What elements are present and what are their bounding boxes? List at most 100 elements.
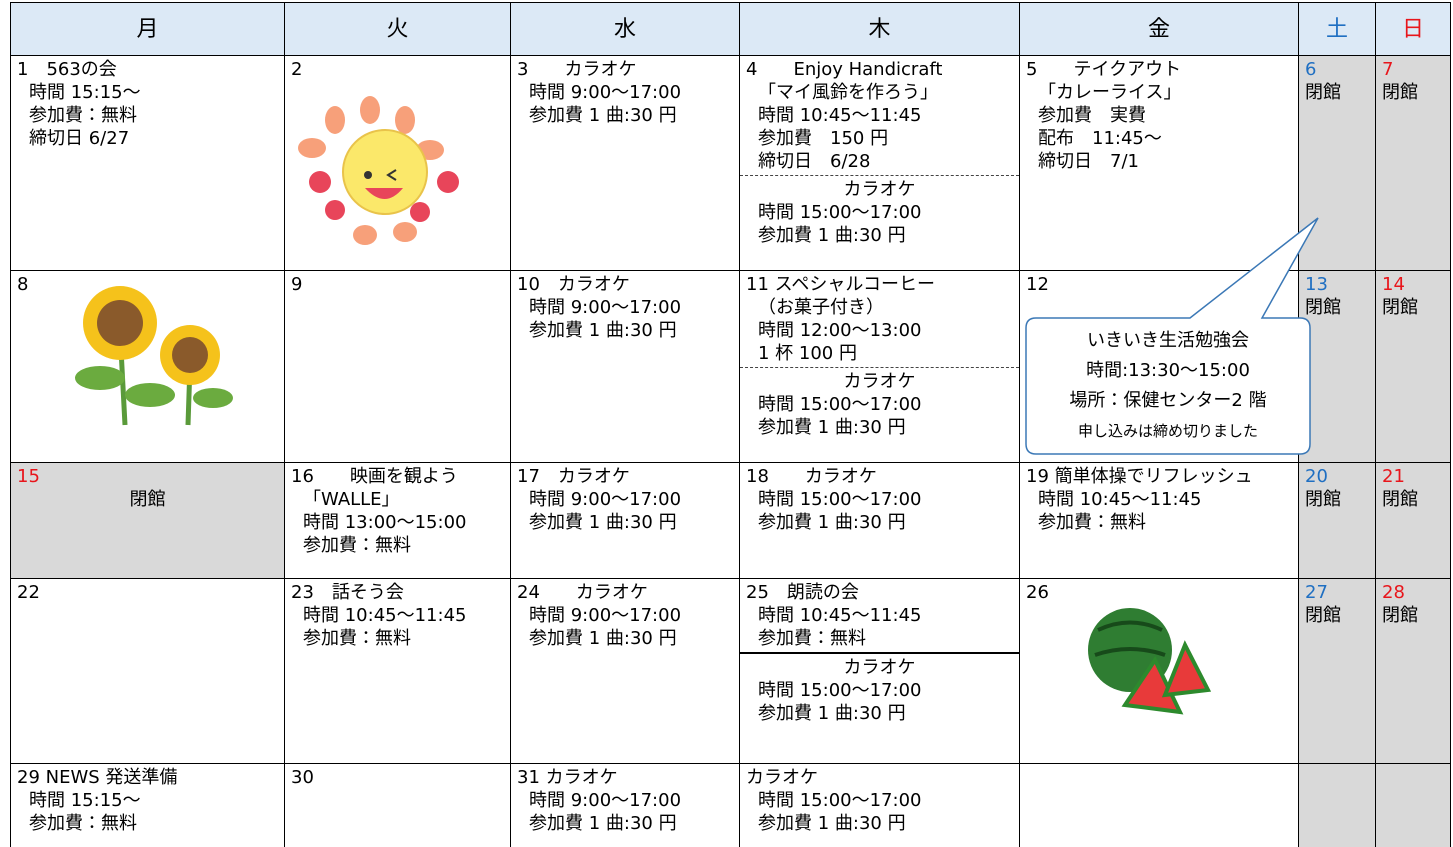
event-line: 29 NEWS 発送準備 xyxy=(17,767,178,788)
day-cell: 3 カラオケ 時間 9:00～17:00 参加費 1 曲:30 円 xyxy=(510,55,740,271)
event-line: 7 xyxy=(1382,59,1394,80)
cell-content: 21 閉館 xyxy=(1376,463,1450,578)
event-line: 6 xyxy=(1305,59,1317,80)
event-line: 時間 15:00～17:00 xyxy=(758,680,922,701)
event-line: 参加費 150 円 xyxy=(758,128,889,149)
cell-content: 20 閉館 xyxy=(1299,463,1375,578)
cell-content: 5 テイクアウト 「カレーライス」 参加費 実費 配布 11:45～ 締切日 7/1 xyxy=(1020,56,1298,270)
event-line: 1 杯 100 円 xyxy=(758,343,857,364)
event-line: 時間 15:15～ xyxy=(29,82,141,103)
day-cell: 23 話そう会 時間 10:45～11:45 参加費：無料 xyxy=(284,578,511,764)
event-line: 14 xyxy=(1382,274,1405,295)
event-line: カラオケ xyxy=(843,179,916,200)
event-block: 10 カラオケ 時間 9:00～17:00 参加費 1 曲:30 円 xyxy=(511,271,739,344)
day-cell: 10 カラオケ 時間 9:00～17:00 参加費 1 曲:30 円 xyxy=(510,270,740,463)
event-line: 参加費：無料 xyxy=(758,628,866,649)
event-line: 締切日 6/28 xyxy=(758,151,871,172)
event-block: 12 xyxy=(1020,271,1298,298)
event-block: 7 閉館 xyxy=(1376,56,1450,106)
event-block: 2 xyxy=(285,56,510,83)
cell-content: 23 話そう会 時間 10:45～11:45 参加費：無料 xyxy=(285,579,510,763)
day-cell: 16 映画を観よう 「WALLE」 時間 13:00～15:00 参加費：無料 xyxy=(284,462,511,579)
cell-content: 22 xyxy=(11,579,284,763)
event-line: 時間 10:45～11:45 xyxy=(1038,489,1202,510)
event-block: 28 閉館 xyxy=(1376,579,1450,629)
event-line: 1 563の会 xyxy=(17,59,117,80)
day-cell: 27 閉館 xyxy=(1298,578,1376,764)
day-cell: 19 簡単体操でリフレッシュ 時間 10:45～11:45 参加費：無料 xyxy=(1019,462,1299,579)
event-line: 参加費 実費 xyxy=(1038,105,1146,126)
day-cell: 22 xyxy=(10,578,285,764)
day-cell: 15 閉館 xyxy=(10,462,285,579)
event-line: 15 xyxy=(17,466,40,487)
event-line: 時間 15:15～ xyxy=(29,790,141,811)
event-block: 31 カラオケ 時間 9:00～17:00 参加費 1 曲:30 円 xyxy=(511,764,739,837)
event-line: 30 xyxy=(291,767,314,788)
cell-content: 30 xyxy=(285,764,510,847)
event-block: 21 閉館 xyxy=(1376,463,1450,513)
event-line: 参加費：無料 xyxy=(1038,512,1146,533)
day-cell: 6 閉館 xyxy=(1298,55,1376,271)
day-cell: 24 カラオケ 時間 9:00～17:00 参加費 1 曲:30 円 xyxy=(510,578,740,764)
cell-content: 24 カラオケ 時間 9:00～17:00 参加費 1 曲:30 円 xyxy=(511,579,739,763)
day-cell: 29 NEWS 発送準備 時間 15:15～ 参加費：無料 xyxy=(10,763,285,847)
day-cell: 8 xyxy=(10,270,285,463)
day-header: 金 xyxy=(1019,2,1299,56)
day-cell xyxy=(1019,763,1299,847)
cell-content: 1 563の会 時間 15:15～ 参加費：無料 締切日 6/27 xyxy=(11,56,284,270)
event-line: 閉館 xyxy=(1305,82,1341,103)
cell-content: 10 カラオケ 時間 9:00～17:00 参加費 1 曲:30 円 xyxy=(511,271,739,462)
event-line: 20 xyxy=(1305,466,1328,487)
day-header: 月 xyxy=(10,2,285,56)
week-row: 15 閉館 16 映画を観よう 「WALLE」 時間 13:00～15:00 参加費：無料… xyxy=(10,462,1451,579)
cell-content xyxy=(1376,764,1450,847)
event-block: 3 カラオケ 時間 9:00～17:00 参加費 1 曲:30 円 xyxy=(511,56,739,129)
event-line: 13 xyxy=(1305,274,1328,295)
event-block: 20 閉館 xyxy=(1299,463,1375,513)
day-cell: 17 カラオケ 時間 9:00～17:00 参加費 1 曲:30 円 xyxy=(510,462,740,579)
cell-content: 9 xyxy=(285,271,510,462)
event-line: 参加費 1 曲:30 円 xyxy=(529,813,677,834)
week-row: 22 23 話そう会 時間 10:45～11:45 参加費：無料 24 カラオケ 時間 9… xyxy=(10,578,1451,764)
event-block: カラオケ 時間 15:00～17:00 参加費 1 曲:30 円 xyxy=(740,652,1019,727)
day-cell: 30 xyxy=(284,763,511,847)
day-header: 木 xyxy=(739,2,1020,56)
event-line: 閉館 xyxy=(1382,489,1418,510)
event-line: 25 朗読の会 xyxy=(746,582,859,603)
event-line: 参加費 1 曲:30 円 xyxy=(529,628,677,649)
event-line: 時間 10:45～11:45 xyxy=(758,105,922,126)
event-line: 参加費 1 曲:30 円 xyxy=(758,703,906,724)
cell-content: 25 朗読の会 時間 10:45～11:45 参加費：無料 カラオケ 時間 15:00～… xyxy=(740,579,1019,763)
event-line: 28 xyxy=(1382,582,1405,603)
day-cell: 13 閉館 xyxy=(1298,270,1376,463)
day-cell: 5 テイクアウト 「カレーライス」 参加費 実費 配布 11:45～ 締切日 7/1 xyxy=(1019,55,1299,271)
cell-content: 15 閉館 xyxy=(11,463,284,578)
event-line: 配布 11:45～ xyxy=(1038,128,1162,149)
cell-content: 2 xyxy=(285,56,510,270)
cell-content xyxy=(1299,764,1375,847)
event-block: 15 閉館 xyxy=(11,463,284,513)
event-line: 参加費 1 曲:30 円 xyxy=(529,320,677,341)
event-block: 6 閉館 xyxy=(1299,56,1375,106)
event-block: 23 話そう会 時間 10:45～11:45 参加費：無料 xyxy=(285,579,510,652)
event-line: 時間 13:00～15:00 xyxy=(303,512,467,533)
event-line: 31 カラオケ xyxy=(517,767,618,788)
event-block: 19 簡単体操でリフレッシュ 時間 10:45～11:45 参加費：無料 xyxy=(1020,463,1298,536)
event-line: 17 カラオケ xyxy=(517,466,630,487)
event-block: 27 閉館 xyxy=(1299,579,1375,629)
cell-content: 28 閉館 xyxy=(1376,579,1450,763)
event-line: 時間 15:00～17:00 xyxy=(758,790,922,811)
event-line: 閉館 xyxy=(1305,605,1341,626)
day-cell xyxy=(1298,763,1376,847)
event-line: 22 xyxy=(17,582,40,603)
event-line: 「WALLE」 xyxy=(303,489,400,510)
event-line: 9 xyxy=(291,274,303,295)
day-header: 土 xyxy=(1298,2,1376,56)
event-line: カラオケ xyxy=(843,371,916,392)
event-line: 3 カラオケ xyxy=(517,59,637,80)
cell-content: 13 閉館 xyxy=(1299,271,1375,462)
cell-content: 11 スペシャルコーヒー （お菓子付き） 時間 12:00～13:00 1 杯 100… xyxy=(740,271,1019,462)
day-cell: 18 カラオケ 時間 15:00～17:00 参加費 1 曲:30 円 xyxy=(739,462,1020,579)
day-cell: 26 xyxy=(1019,578,1299,764)
